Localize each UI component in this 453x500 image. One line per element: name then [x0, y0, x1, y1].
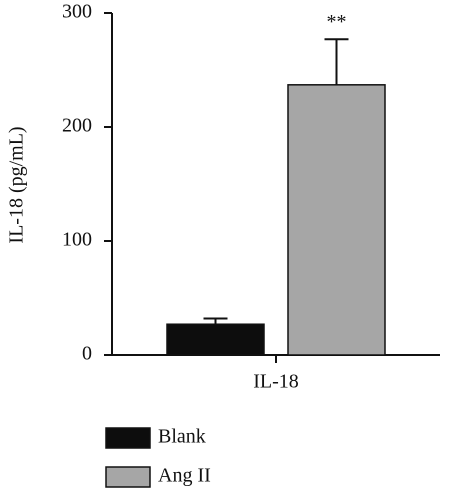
bar — [166, 323, 265, 356]
y-tick-label: 0 — [82, 343, 92, 365]
x-tick-label: IL-18 — [253, 371, 299, 393]
legend-label: Ang II — [158, 465, 211, 487]
legend-label: Blank — [158, 426, 206, 448]
y-tick-label: 100 — [62, 229, 92, 251]
y-tick-label: 300 — [62, 1, 92, 23]
bar — [287, 84, 386, 356]
error-bar — [324, 38, 349, 85]
significance-annotation: ** — [327, 11, 347, 33]
error-bar — [203, 317, 228, 325]
y-tick-label: 200 — [62, 115, 92, 137]
y-axis-label: IL-18 (pg/mL) — [6, 126, 28, 243]
legend-swatch — [105, 466, 151, 488]
legend-swatch — [105, 427, 151, 449]
